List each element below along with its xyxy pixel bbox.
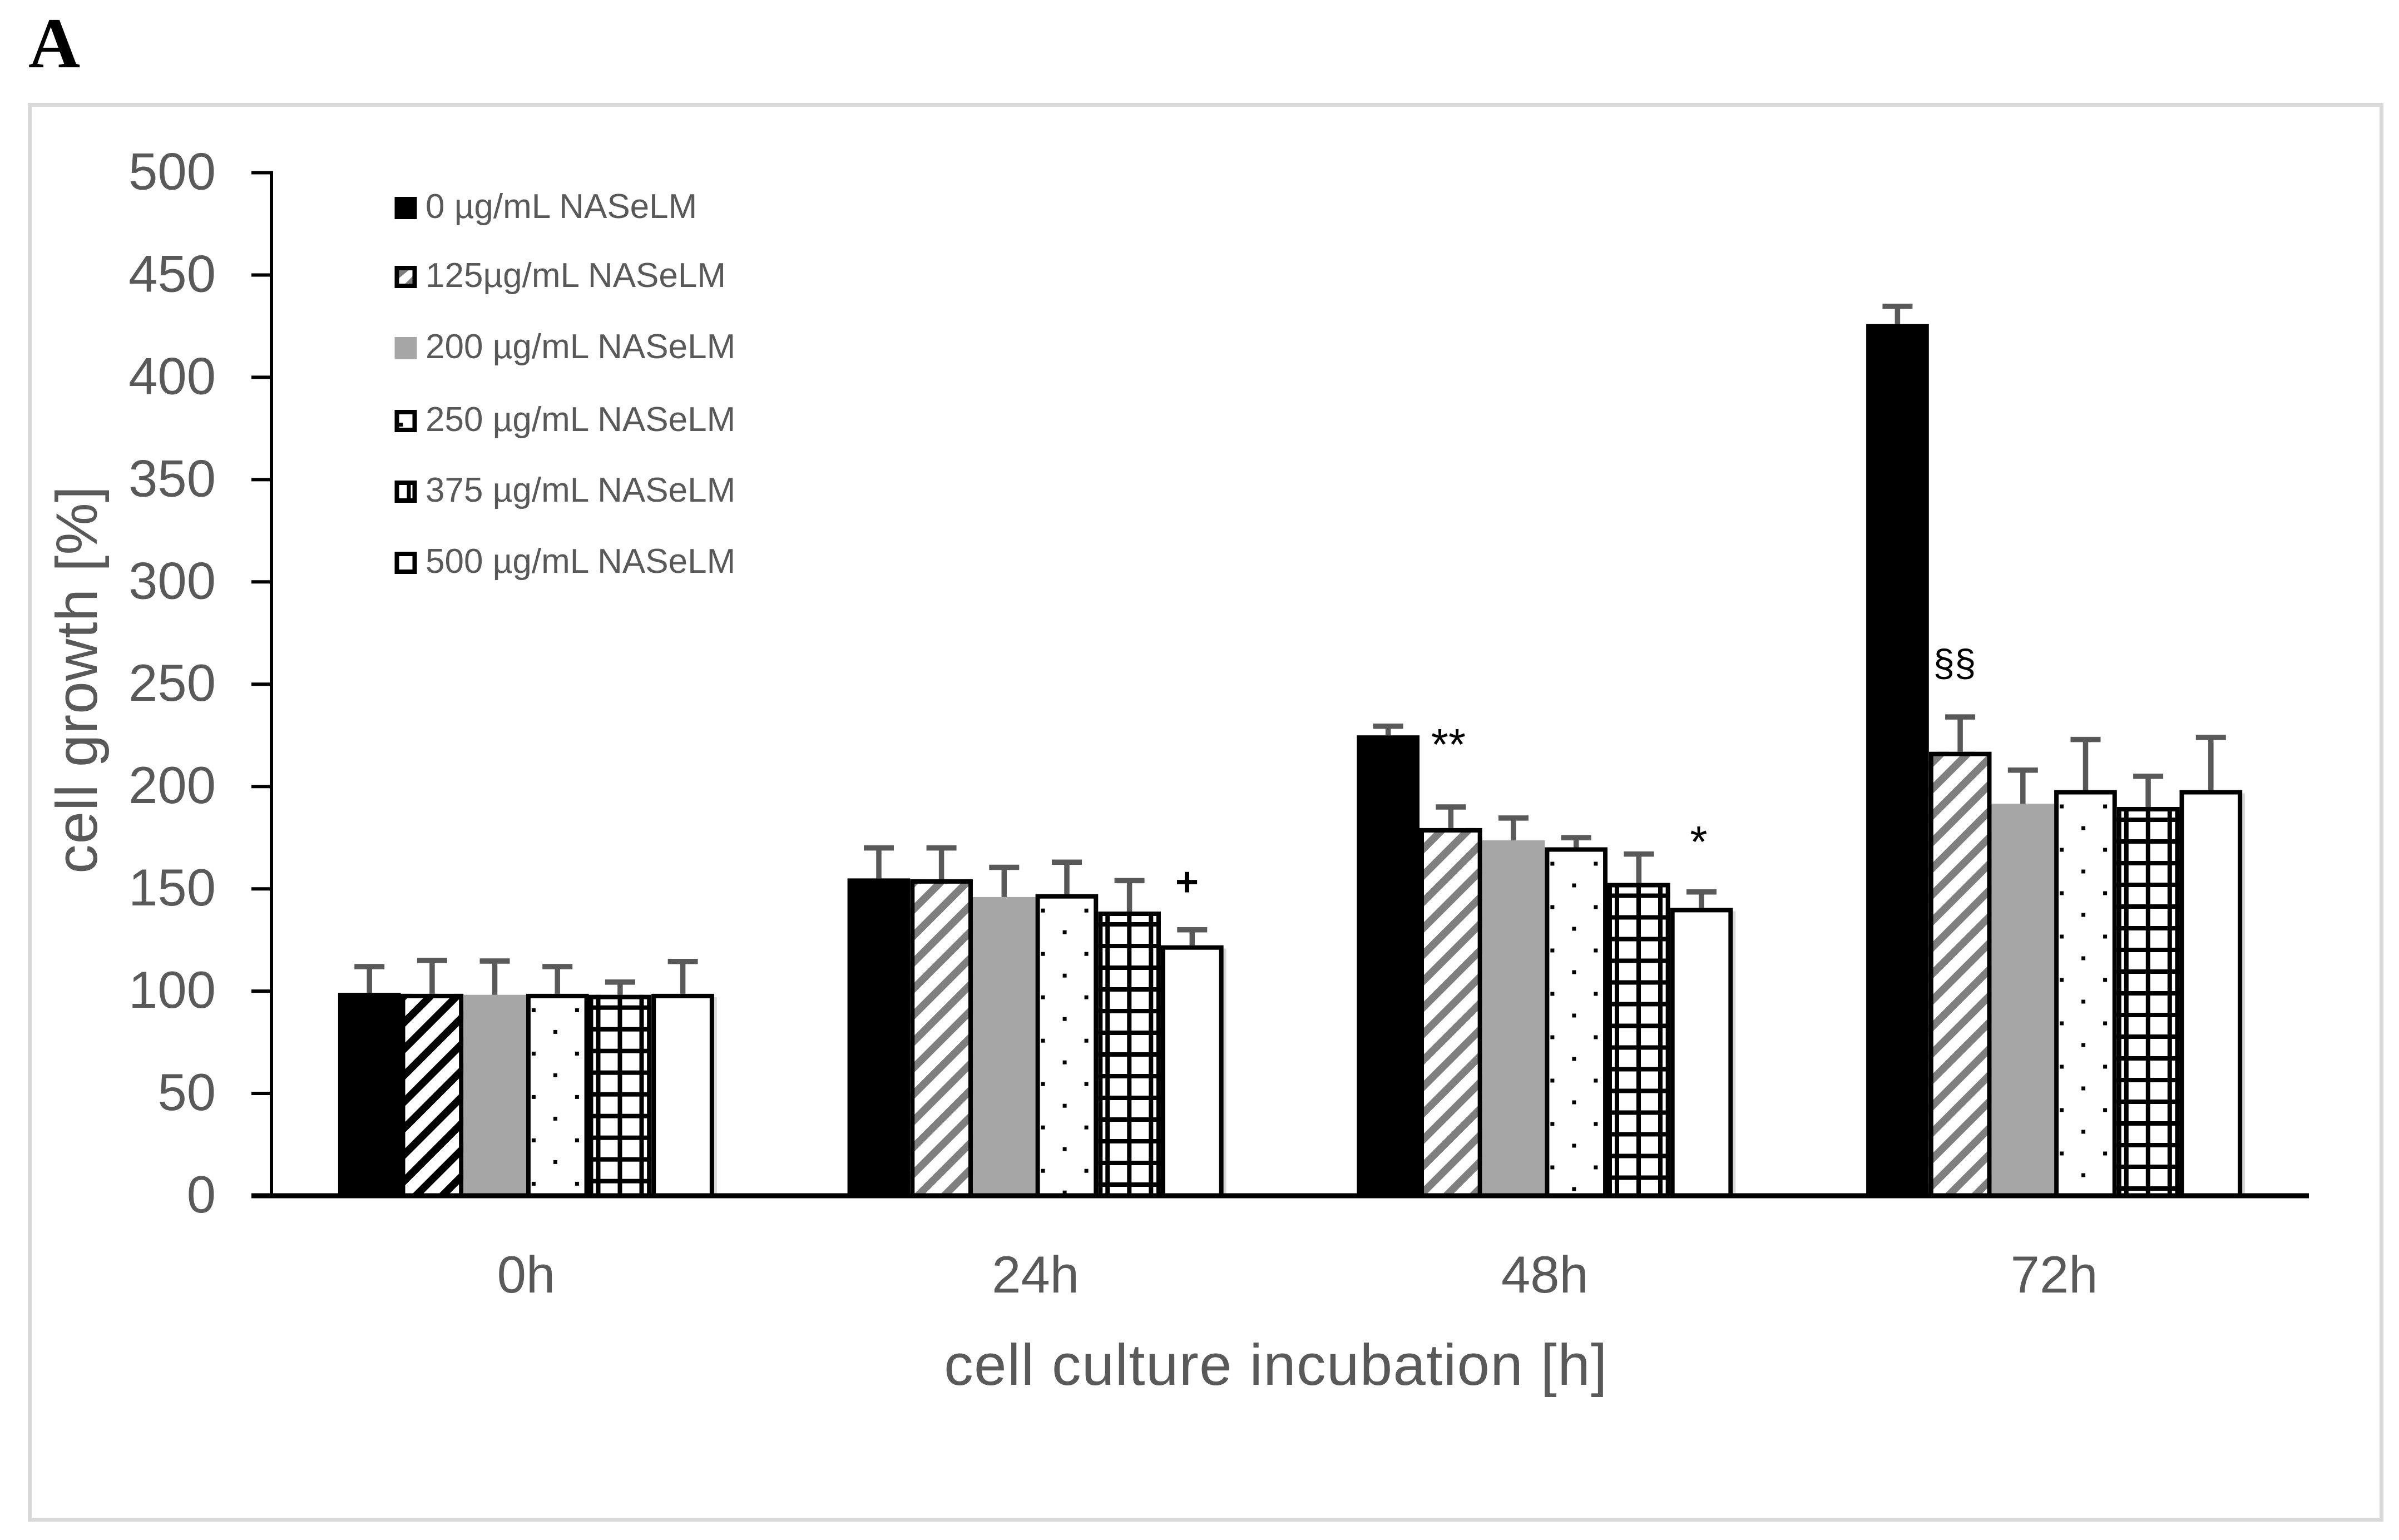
svg-text:0 µg/mL NASeLM: 0 µg/mL NASeLM <box>426 187 697 226</box>
svg-text:250: 250 <box>128 653 216 712</box>
svg-text:100: 100 <box>128 960 216 1019</box>
svg-text:**: ** <box>1431 720 1466 769</box>
svg-text:cell culture incubation [h]: cell culture incubation [h] <box>944 1333 1607 1398</box>
svg-text:0h: 0h <box>497 1245 556 1304</box>
svg-text:24h: 24h <box>992 1245 1079 1304</box>
svg-text:200 µg/mL NASeLM: 200 µg/mL NASeLM <box>426 328 735 366</box>
svg-text:72h: 72h <box>2011 1245 2098 1304</box>
svg-text:400: 400 <box>128 346 216 405</box>
svg-text:250 µg/mL NASeLM: 250 µg/mL NASeLM <box>426 400 735 439</box>
svg-text:0: 0 <box>187 1165 216 1224</box>
svg-text:cell growth [%]: cell growth [%] <box>44 486 110 874</box>
svg-text:125µg/mL NASeLM: 125µg/mL NASeLM <box>426 256 726 295</box>
svg-text:+: + <box>1175 860 1199 904</box>
svg-text:500: 500 <box>128 142 216 201</box>
svg-text:375 µg/mL NASeLM: 375 µg/mL NASeLM <box>426 471 735 509</box>
svg-text:150: 150 <box>128 858 216 917</box>
svg-text:50: 50 <box>157 1063 216 1121</box>
svg-text:*: * <box>1690 817 1707 866</box>
svg-text:500 µg/mL NASeLM: 500 µg/mL NASeLM <box>426 542 735 581</box>
svg-text:A: A <box>28 3 80 83</box>
svg-text:350: 350 <box>128 449 216 507</box>
svg-text:450: 450 <box>128 245 216 303</box>
svg-text:200: 200 <box>128 756 216 814</box>
svg-text:48h: 48h <box>1501 1245 1589 1304</box>
svg-text:300: 300 <box>128 551 216 610</box>
svg-text:§§: §§ <box>1933 642 1976 685</box>
